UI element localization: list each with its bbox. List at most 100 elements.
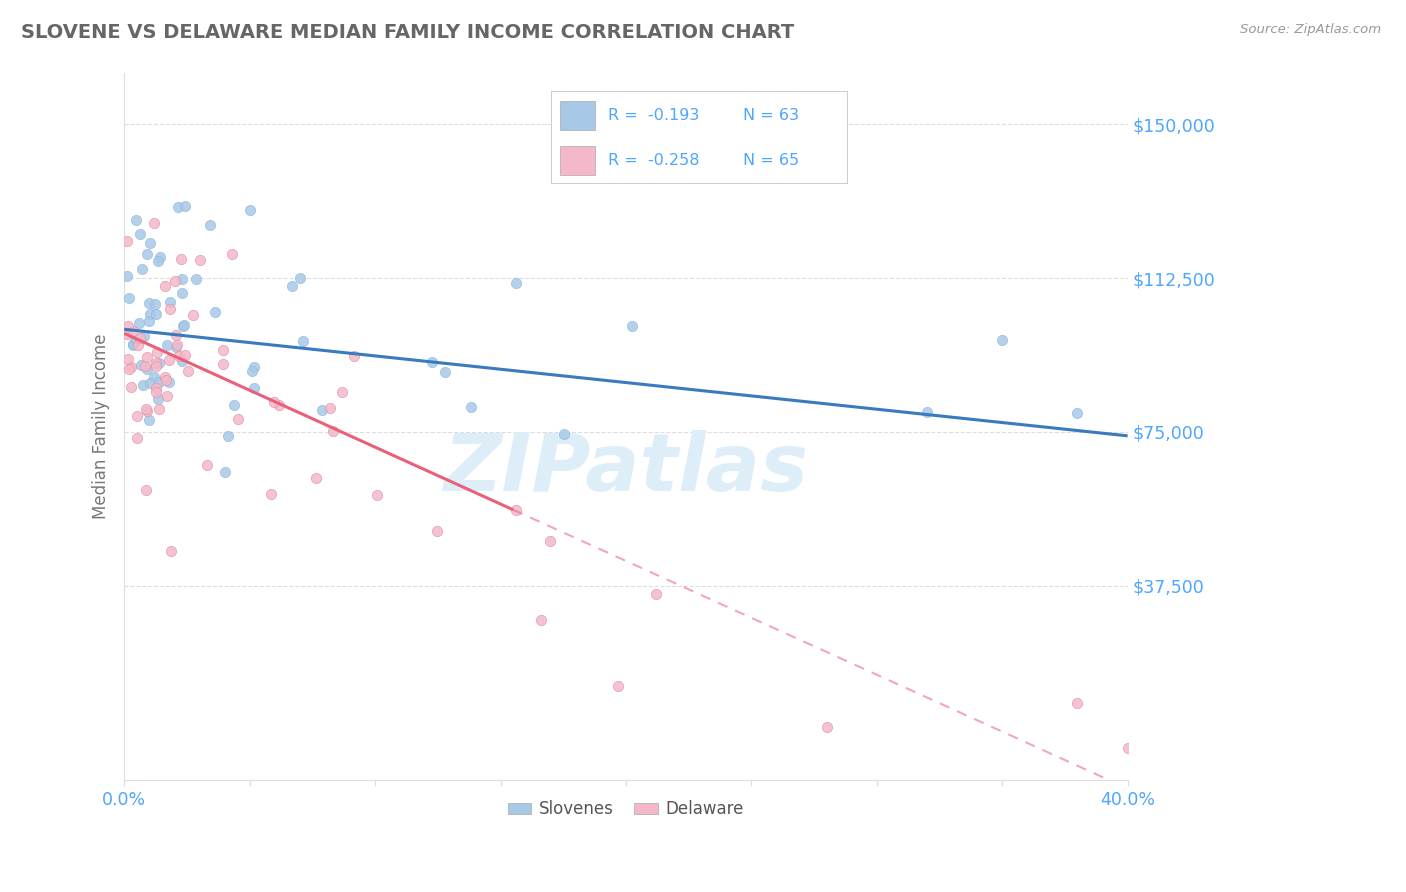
Point [505,503,527,517]
Point [148,376,170,390]
Point [157,376,180,390]
Point [460,401,482,415]
Point [156,389,179,403]
Point [135,401,157,416]
Point [143,297,166,311]
Point [129,227,152,241]
Point [125,333,148,347]
Point [138,376,160,391]
Point [1066,696,1088,710]
Point [305,471,328,485]
Point [170,252,193,266]
Point [148,392,170,407]
Point [122,337,145,351]
Point [145,381,167,395]
Point [243,381,266,395]
Point [135,483,157,497]
Point [139,236,162,251]
Point [149,250,172,264]
Point [166,327,188,342]
Legend: Slovenes, Delaware: Slovenes, Delaware [501,794,751,825]
Point [815,720,838,734]
Point [239,203,262,218]
Point [129,359,152,373]
Point [173,318,195,332]
Point [131,261,153,276]
Point [607,680,630,694]
Point [281,278,304,293]
Text: SLOVENE VS DELAWARE MEDIAN FAMILY INCOME CORRELATION CHART: SLOVENE VS DELAWARE MEDIAN FAMILY INCOME… [21,23,794,42]
Point [267,399,290,413]
Point [122,337,145,351]
Point [915,793,938,807]
Point [553,426,575,441]
Point [128,316,150,330]
Point [505,276,527,290]
Point [117,351,139,366]
Point [159,543,181,558]
Point [212,343,235,358]
Point [148,356,170,370]
Point [127,409,149,423]
Point [148,401,170,416]
Point [128,331,150,345]
Point [322,424,344,438]
Point [224,399,246,413]
Y-axis label: Median Family Income: Median Family Income [93,334,110,519]
Point [226,411,249,425]
Point [117,291,139,305]
Point [148,254,170,268]
Point [176,364,198,378]
Point [212,357,235,371]
Point [121,324,143,338]
Point [530,613,553,627]
Point [145,359,167,373]
Point [1066,406,1088,420]
Point [240,364,263,378]
Point [260,487,283,501]
Point [134,359,156,373]
Point [195,458,218,472]
Point [217,428,239,442]
Point [243,359,266,374]
Text: ZIPatlas: ZIPatlas [443,430,808,508]
Point [166,338,188,352]
Point [181,308,204,322]
Point [146,345,169,359]
Point [155,279,177,293]
Point [173,199,195,213]
Point [120,380,142,394]
Point [198,218,221,232]
Point [125,212,148,227]
Point [142,370,165,384]
Point [135,362,157,376]
Point [156,338,179,352]
Point [420,354,443,368]
Point [204,305,226,319]
Point [172,354,194,368]
Point [319,401,342,415]
Point [155,369,177,384]
Point [139,307,162,321]
Point [132,378,155,392]
Point [221,247,243,261]
Point [1116,740,1139,755]
Point [991,334,1014,348]
Point [434,365,457,379]
Point [138,412,160,426]
Point [136,246,159,260]
Point [172,318,194,333]
Point [330,385,353,400]
Point [186,272,208,286]
Point [117,326,139,341]
Point [170,272,193,286]
Point [127,338,149,352]
Point [288,270,311,285]
Point [167,200,190,214]
Point [157,352,180,367]
Point [172,285,194,300]
Point [135,350,157,364]
Point [263,394,285,409]
Point [120,360,142,375]
Point [621,318,644,333]
